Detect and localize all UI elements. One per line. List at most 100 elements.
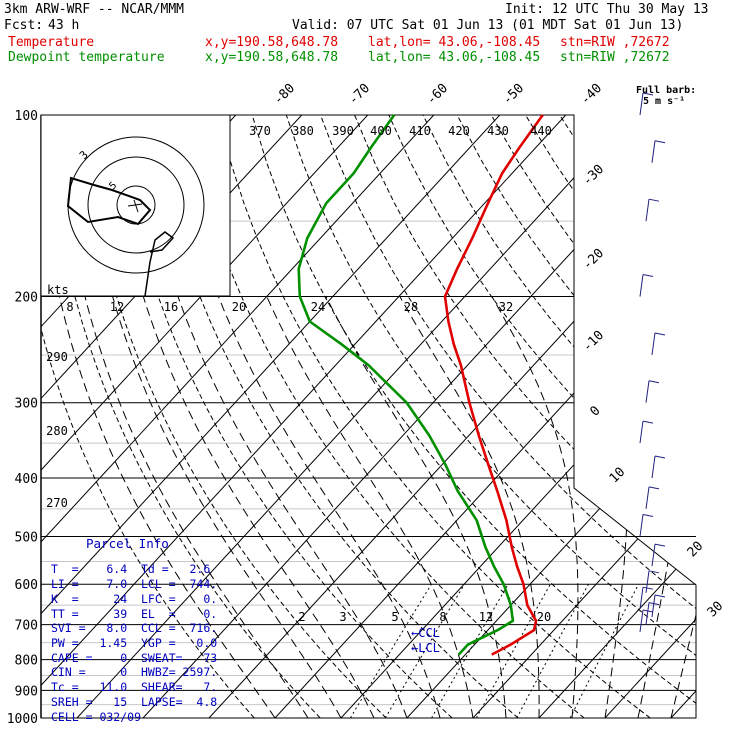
valid-time: Valid: 07 UTC Sat 01 Jun 13 (01 MDT Sat … [292, 18, 684, 33]
isotherm-line [41, 115, 369, 718]
parcel-row: T = 6.4 Td = 2.6 [51, 562, 211, 576]
dry-adiabat [320, 115, 696, 718]
wind-barb-flag [642, 586, 654, 590]
wind-barb-flag [654, 455, 666, 459]
isotherm-line [41, 115, 567, 718]
wind-barb-flag [642, 420, 654, 424]
mixing-ratio-line [349, 583, 432, 718]
wind-barb [645, 199, 650, 222]
isotherm-label: 30 [705, 599, 727, 621]
wind-barb [639, 514, 644, 537]
parcel-row: SREH = 15 LAPSE= 4.8 [51, 695, 218, 709]
dry-adiabat-label: 280 [46, 424, 68, 438]
parcel-row: TT = 39 EL = 0. [51, 607, 218, 621]
dry-adiabat [46, 115, 321, 718]
hodograph-ring-mid [87, 156, 185, 254]
mixing-ratio-line [384, 583, 465, 718]
parcel-info-box: Parcel Info T = 6.4 Td = 2.6 LI = 7.0 LC… [41, 536, 231, 727]
temperature-xy: x,y=190.58,648.78 [205, 35, 339, 50]
dry-adiabat-label: 270 [46, 496, 68, 510]
dewpoint-xy: x,y=190.58,648.78 [205, 50, 339, 65]
wind-barb-flag [642, 513, 654, 517]
moist-adiabat [325, 296, 507, 718]
temperature-profile [443, 114, 544, 656]
isotherm-line [340, 115, 696, 718]
wind-barb [645, 380, 650, 403]
wind-barb [645, 570, 650, 593]
wind-barb [639, 421, 644, 444]
dry-adiabat [388, 115, 696, 718]
mixing-ratio-label: 8 [439, 610, 446, 624]
pressure-tick-label: 600 [15, 578, 38, 593]
parcel-row: PW = 1.45 YGP = 0.0 [51, 636, 218, 650]
parcel-row: Tc = 11.0 SHEAR= 7. [51, 680, 218, 694]
wind-barb-flag [654, 140, 666, 144]
wind-barb-flag [654, 594, 666, 598]
isotherm-label: -50 [500, 81, 527, 108]
temperature-latlon: lat,lon= 43.06,-108.45 [368, 35, 541, 50]
temperature-station: stn=RIW ,72672 [560, 35, 670, 50]
full-barb-label: Full barb: [636, 85, 697, 96]
dry-adiabat [661, 115, 696, 718]
wind-barb-flag [648, 380, 660, 384]
theta-e-label: 410 [409, 124, 431, 138]
dry-adiabat [41, 115, 255, 718]
temperature-legend: Temperature [8, 35, 95, 50]
dry-adiabat [183, 115, 585, 718]
wind-barbs [639, 92, 666, 633]
dewpoint-station: stn=RIW ,72672 [560, 50, 670, 65]
mixing-ratio-label: 20 [537, 610, 551, 624]
isotherm-label: -70 [346, 81, 373, 108]
isotherm-label: -40 [578, 81, 605, 108]
hodograph-tick-label: 28 [404, 300, 418, 314]
parcel-row: K = 24 LFC = 0. [51, 592, 218, 606]
wind-barb [651, 332, 656, 356]
forecast-label: Fcst: [4, 18, 44, 33]
dry-adiabat [251, 115, 696, 718]
dry-adiabat [285, 115, 696, 718]
dewpoint-profile [297, 114, 515, 656]
pressure-tick-label: 100 [15, 109, 38, 124]
dry-adiabat-label: 290 [46, 350, 68, 364]
dry-adiabat [149, 115, 519, 718]
pressure-tick-label: 500 [15, 530, 38, 545]
hodograph-center [127, 199, 143, 213]
dewpoint-legend: Dewpoint temperature [8, 50, 165, 65]
isotherm-label: -20 [580, 246, 607, 273]
isotherm-line [274, 115, 696, 718]
isotherm-label: -30 [580, 162, 607, 189]
mixing-ratio-label: 12 [479, 610, 493, 624]
mixing-ratio-line [569, 583, 640, 718]
pressure-tick-label: 1000 [7, 712, 38, 727]
dewpoint-latlon: lat,lon= 43.06,-108.45 [368, 50, 541, 65]
isotherm-label: 0 [587, 403, 603, 419]
wind-barb [651, 455, 656, 479]
theta-e-label: 420 [448, 124, 470, 138]
isotherm-line [76, 115, 633, 718]
parcel-row: CAPE = 0 SWEAT= 73 [51, 651, 218, 665]
wind-barb [645, 486, 650, 509]
mixing-ratio-label: 5 [391, 610, 398, 624]
pressure-tick-label: 800 [15, 654, 38, 669]
wind-barb [639, 274, 644, 297]
isotherm-label: 10 [607, 465, 629, 487]
parcel-row: CIN = 0 HWBZ= 2597. [51, 665, 218, 679]
mixing-ratio-label: 3 [339, 610, 346, 624]
hodograph-tick-label: 16 [164, 300, 178, 314]
theta-e-label: 380 [292, 124, 314, 138]
model-title: 3km ARW-WRF -- NCAR/MMM [4, 2, 185, 17]
wind-barb [651, 544, 656, 567]
parcel-row: SVI = 8.0 CCL = 716. [51, 621, 218, 635]
theta-e-label: 440 [530, 124, 552, 138]
pressure-tick-label: 300 [15, 397, 38, 412]
hodograph-tick-label: 20 [232, 300, 246, 314]
theta-e-label: 400 [370, 124, 392, 138]
theta-e-label: 370 [249, 124, 271, 138]
ccl-label: ←CCL [411, 626, 440, 640]
wind-barb-flag [648, 570, 660, 574]
wind-barb [639, 609, 644, 633]
hodograph-trace-low [144, 231, 175, 297]
wind-barb [639, 587, 644, 610]
